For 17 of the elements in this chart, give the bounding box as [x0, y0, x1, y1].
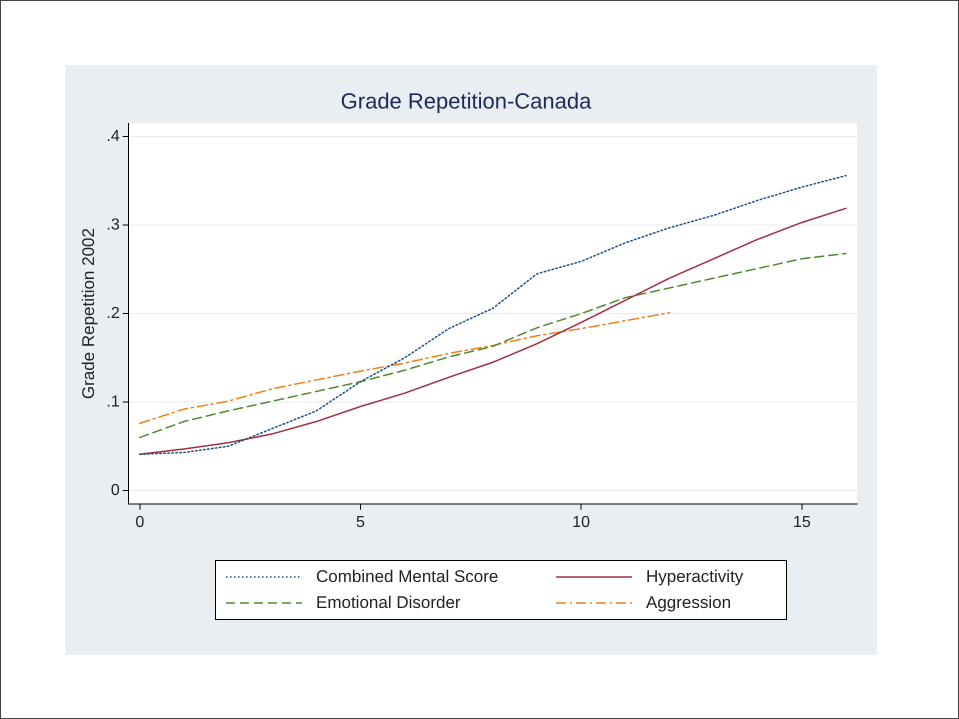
chart-title: Grade Repetition-Canada: [340, 88, 592, 114]
y-axis-title: Grade Repetition 2002: [78, 228, 98, 400]
x-tick-label: 10: [572, 514, 590, 531]
x-tick-label: 5: [356, 514, 366, 531]
line-series: [139, 312, 670, 424]
legend-label: Combined Mental Score: [316, 567, 498, 587]
legend-label: Emotional Disorder: [316, 593, 461, 613]
y-tick-label: .3: [106, 216, 120, 234]
y-tick-label: .2: [106, 305, 120, 322]
x-tick-label: 0: [135, 514, 144, 531]
x-tick-label: 15: [792, 514, 811, 531]
legend-label: Hyperactivity: [646, 567, 744, 587]
line-series: [139, 252, 847, 438]
legend-label: Aggression: [646, 593, 732, 613]
y-tick-label: .4: [106, 128, 120, 146]
y-tick-label: 0: [110, 482, 120, 499]
y-tick-label: .1: [106, 393, 120, 410]
